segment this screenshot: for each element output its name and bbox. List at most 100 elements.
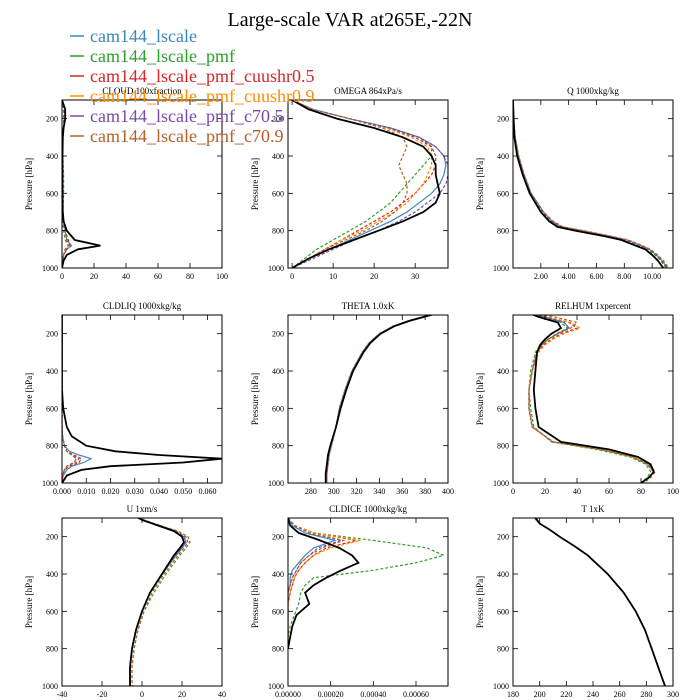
- y-tick-label: 400: [497, 570, 509, 579]
- x-tick-label: 0.00000: [275, 690, 301, 699]
- series-line-black: [291, 100, 441, 268]
- axes-frame: [61, 314, 223, 484]
- y-axis-label: Pressure [hPa]: [475, 576, 485, 628]
- x-tick-label: 180: [507, 690, 519, 699]
- series-line-cam144_lscale_pmf_cuushr0.9: [288, 518, 361, 649]
- y-tick-label: 800: [272, 645, 284, 654]
- series-line-cam144_lscale_pmf_cuushr0.5: [129, 518, 187, 686]
- x-tick-label: 2.00: [534, 272, 548, 281]
- y-tick-label: 200: [272, 330, 284, 339]
- series-line-black: [62, 315, 222, 483]
- x-tick-label: 100: [216, 272, 228, 281]
- x-tick-label: 380: [419, 487, 431, 496]
- y-tick-label: 400: [497, 152, 509, 161]
- series-line-cam144_lscale: [533, 518, 666, 686]
- x-tick-label: 0: [511, 487, 515, 496]
- y-tick-label: 200: [497, 330, 509, 339]
- panel-5: THETA 1.0xK Pressure [hPa] 200 400 600 800 100…: [250, 301, 454, 496]
- series-line-cam144_lscale_pmf_c70.5: [129, 518, 187, 686]
- axes-frame: [287, 314, 449, 484]
- y-tick-label: 200: [46, 533, 58, 542]
- y-tick-label: 1000: [268, 682, 284, 691]
- y-axis-label: Pressure [hPa]: [24, 158, 34, 210]
- series-line-black: [62, 100, 101, 268]
- series-line-cam144_lscale_pmf_c70.9: [326, 315, 433, 483]
- series-group: [513, 100, 670, 268]
- x-tick-label: 100: [667, 487, 679, 496]
- x-tick-label: 10.00: [643, 272, 661, 281]
- y-axis-label: Pressure [hPa]: [250, 576, 260, 628]
- legend-label: cam144_lscale: [90, 26, 197, 46]
- y-tick-label: 1000: [493, 682, 509, 691]
- series-line-cam144_lscale: [513, 100, 668, 268]
- series-line-black: [324, 315, 436, 483]
- x-tick-label: 40: [122, 272, 130, 281]
- x-tick-label: 260: [614, 690, 626, 699]
- x-tick-label: 0.00020: [318, 690, 344, 699]
- legend-entry: cam144_lscale: [70, 26, 197, 46]
- series-line-cam144_lscale_pmf_cuushr0.5: [326, 315, 433, 483]
- y-tick-label: 200: [497, 115, 509, 124]
- x-tick-label: 0.000: [53, 487, 71, 496]
- series-line-cam144_lscale_pmf_cuushr0.5: [533, 518, 666, 686]
- series-group: [129, 518, 191, 686]
- x-tick-label: 220: [560, 690, 572, 699]
- x-tick-label: 40: [218, 690, 226, 699]
- x-tick-label: -20: [97, 690, 108, 699]
- x-tick-label: 340: [373, 487, 385, 496]
- panel-4: CLDLIQ 1000xkg/kg Pressure [hPa] 200 400 600…: [24, 301, 223, 496]
- x-tick-label: 6.00: [589, 272, 603, 281]
- legend: cam144_lscalecam144_lscale_pmfcam144_lsc…: [70, 26, 314, 146]
- series-line-cam144_lscale: [129, 518, 187, 686]
- x-tick-label: 60: [154, 272, 162, 281]
- y-tick-label: 400: [272, 367, 284, 376]
- panel-title: THETA 1.0xK: [342, 301, 395, 311]
- series-line-cam144_lscale_pmf_c70.5: [326, 315, 433, 483]
- series-line-cam144_lscale_pmf: [528, 315, 652, 483]
- series-group: [291, 100, 448, 268]
- x-tick-label: 20: [370, 272, 378, 281]
- series-line-cam144_lscale_pmf_c70.9: [62, 315, 80, 483]
- series-line-cam144_lscale_pmf_c70.9: [513, 100, 670, 268]
- legend-entry: cam144_lscale_pmf_cuushr0.5: [70, 66, 314, 86]
- y-tick-label: 1000: [493, 479, 509, 488]
- x-tick-label: 4.00: [562, 272, 576, 281]
- y-tick-label: 800: [497, 227, 509, 236]
- panel-3: Q 1000xkg/kg Pressure [hPa] 200 400 600 800 10…: [475, 86, 674, 281]
- x-tick-label: 0: [290, 272, 294, 281]
- x-tick-label: 40: [573, 487, 581, 496]
- legend-entry: cam144_lscale_pmf_cuushr0.9: [70, 86, 314, 106]
- y-axis-label: Pressure [hPa]: [475, 158, 485, 210]
- panel-title: T 1xK: [581, 504, 605, 514]
- legend-entry: cam144_lscale_pmf_c70.5: [70, 106, 283, 126]
- series-line-black: [534, 518, 666, 686]
- y-tick-label: 800: [497, 442, 509, 451]
- series-line-cam144_lscale: [326, 315, 433, 483]
- x-tick-label: 200: [534, 690, 546, 699]
- y-tick-label: 200: [272, 533, 284, 542]
- x-tick-label: 0.030: [126, 487, 144, 496]
- y-tick-label: 600: [46, 189, 58, 198]
- x-tick-label: 0.040: [150, 487, 168, 496]
- y-tick-label: 1000: [268, 479, 284, 488]
- y-axis-label: Pressure [hPa]: [475, 373, 485, 425]
- legend-entry: cam144_lscale_pmf_c70.9: [70, 126, 283, 146]
- y-tick-label: 600: [497, 189, 509, 198]
- y-tick-label: 1000: [493, 264, 509, 273]
- legend-label: cam144_lscale_pmf_c70.5: [90, 106, 283, 126]
- panel-title: OMEGA 864xPa/s: [334, 86, 402, 96]
- series-line-black: [288, 518, 360, 649]
- x-tick-label: 60: [605, 487, 613, 496]
- x-tick-label: 400: [442, 487, 454, 496]
- y-tick-label: 800: [46, 227, 58, 236]
- x-tick-label: 0: [140, 690, 144, 699]
- y-tick-label: 800: [46, 645, 58, 654]
- y-tick-label: 400: [497, 367, 509, 376]
- y-tick-label: 800: [497, 645, 509, 654]
- panel-8: CLDICE 1000xkg/kg Pressure [hPa] 200 400 600…: [250, 504, 449, 699]
- x-tick-label: 240: [587, 690, 599, 699]
- y-axis-label: Pressure [hPa]: [24, 576, 34, 628]
